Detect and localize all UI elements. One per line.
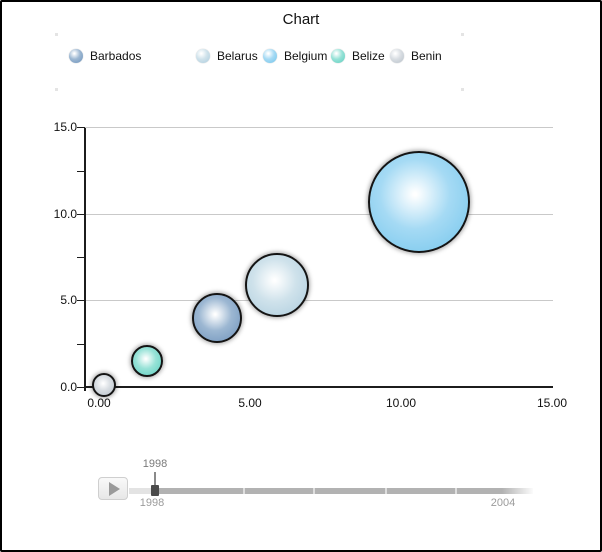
- x-axis-label: 5.00: [238, 396, 262, 410]
- legend-item-belarus[interactable]: Belarus: [196, 48, 258, 63]
- legend-item-benin[interactable]: Benin: [390, 48, 442, 63]
- y-axis-tick: [77, 257, 85, 259]
- y-axis-tick: [77, 127, 85, 129]
- bubble-belarus[interactable]: [245, 252, 310, 317]
- bubble-belgium[interactable]: [368, 150, 471, 253]
- legend-item-belgium[interactable]: Belgium: [263, 48, 327, 63]
- timeline-track-fade: [502, 488, 533, 494]
- legend-corner-mark: [55, 33, 58, 36]
- y-axis-label: 0.0: [60, 380, 77, 394]
- timeline-track[interactable]: [159, 488, 502, 494]
- track-year-divider: [243, 488, 245, 494]
- track-year-divider: [455, 488, 457, 494]
- track-year-divider: [313, 488, 315, 494]
- x-axis-line: [84, 386, 553, 388]
- y-axis-label: 15.0: [53, 120, 77, 135]
- x-axis-label: 15.00: [536, 396, 568, 410]
- x-axis-label: 10.00: [385, 396, 417, 410]
- bubble-belize[interactable]: [131, 345, 164, 377]
- y-gridline: [84, 213, 553, 215]
- legend-item-label: Belarus: [217, 48, 258, 63]
- y-gridline: [84, 300, 553, 302]
- play-icon: [109, 481, 120, 496]
- timeline-max-label: 2004: [490, 497, 516, 509]
- timeline-track-leading[interactable]: [129, 488, 153, 494]
- y-gridline: [84, 127, 553, 129]
- y-axis-tick: [77, 387, 85, 388]
- legend-item-barbados[interactable]: Barbados: [69, 48, 141, 63]
- y-axis-label: 5.0: [60, 293, 77, 308]
- y-axis-tick: [77, 213, 85, 215]
- legend-swatch-icon: [263, 48, 277, 63]
- legend-item-label: Benin: [411, 48, 442, 63]
- y-axis-tick: [77, 343, 85, 345]
- legend-swatch-icon: [196, 48, 210, 63]
- timeline-current-year: 1998: [142, 458, 168, 470]
- legend-swatch-icon: [331, 48, 345, 63]
- y-axis-tick: [77, 170, 85, 172]
- chart-title: Chart: [282, 11, 320, 28]
- legend-corner-mark: [461, 33, 464, 36]
- legend-item-label: Belize: [352, 48, 385, 63]
- y-axis-line: [84, 128, 86, 391]
- track-year-divider: [385, 488, 387, 494]
- timeline-min-label: 1998: [139, 497, 165, 509]
- bubble-benin[interactable]: [91, 372, 116, 397]
- legend-item-belize[interactable]: Belize: [331, 48, 385, 63]
- timeline-thumb[interactable]: [151, 485, 159, 496]
- legend-swatch-icon: [390, 48, 404, 63]
- x-axis-label: 0.00: [87, 396, 111, 410]
- legend-corner-mark: [461, 88, 464, 91]
- legend-corner-mark: [55, 88, 58, 91]
- thumb-pointer-line: [154, 472, 156, 487]
- legend-item-label: Barbados: [90, 48, 142, 63]
- legend-item-label: Belgium: [284, 48, 328, 63]
- bubble-barbados[interactable]: [191, 292, 242, 343]
- y-axis-label: 10.0: [53, 206, 77, 221]
- y-axis-tick: [77, 300, 85, 302]
- legend-swatch-icon: [69, 48, 83, 63]
- play-button[interactable]: [98, 477, 128, 500]
